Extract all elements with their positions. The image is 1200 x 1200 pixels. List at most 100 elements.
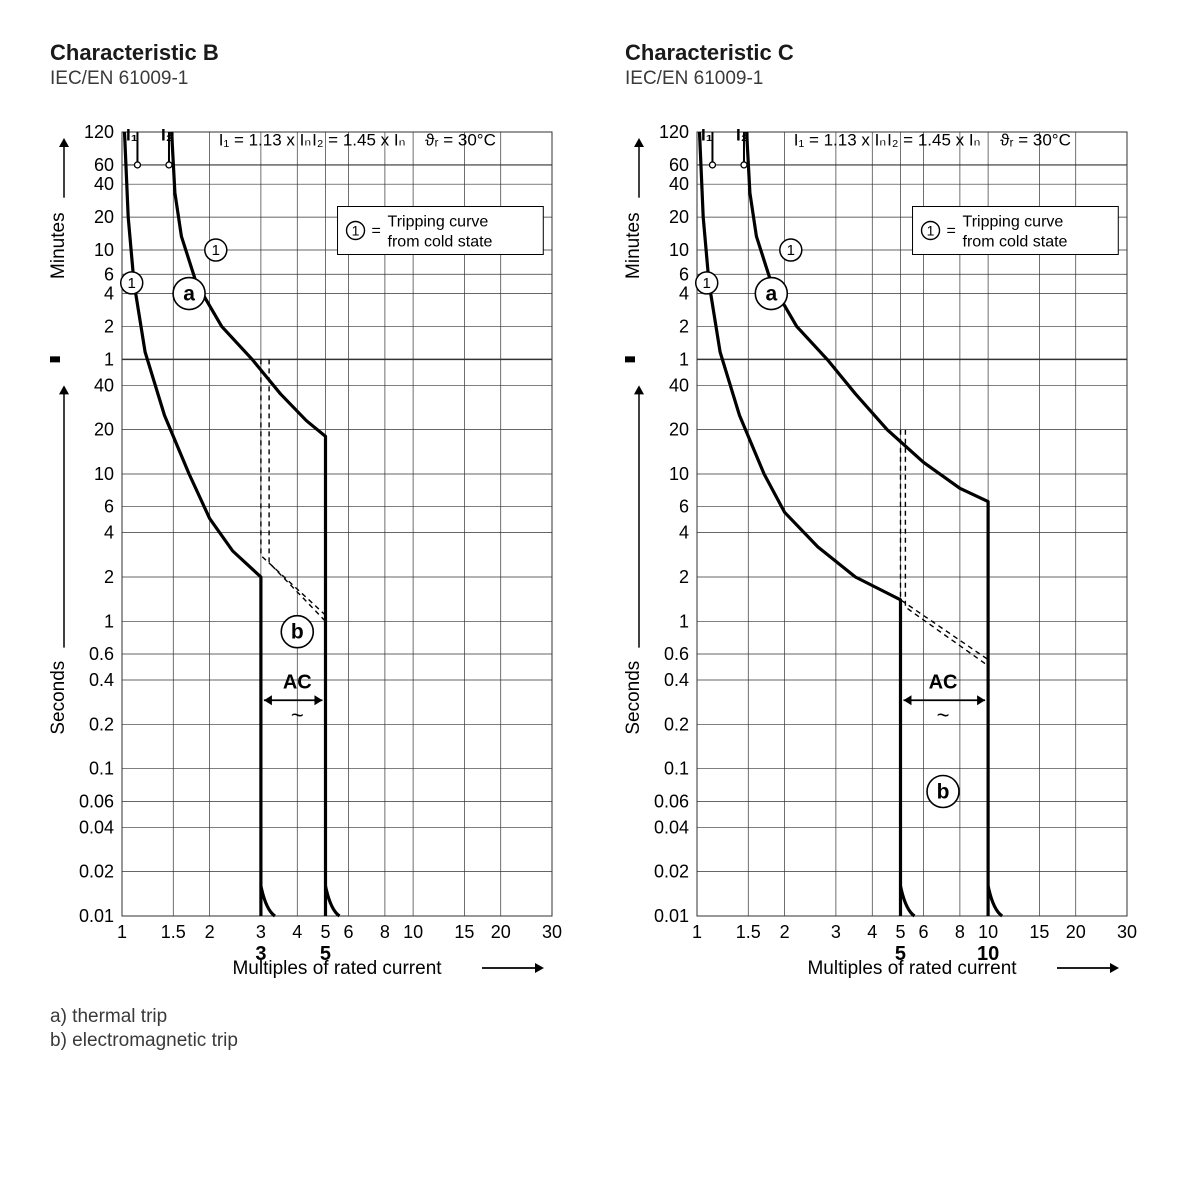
chart-standard: IEC/EN 61009-1 — [625, 68, 1160, 90]
svg-text:5: 5 — [895, 922, 905, 942]
svg-text:3: 3 — [831, 922, 841, 942]
svg-text:ϑᵣ = 30°C: ϑᵣ = 30°C — [1000, 130, 1071, 149]
svg-text:0.06: 0.06 — [79, 791, 114, 811]
svg-text:AC: AC — [283, 671, 312, 693]
svg-text:40: 40 — [669, 375, 689, 395]
svg-text:I₂ = 1.45 x Iₙ: I₂ = 1.45 x Iₙ — [887, 130, 980, 149]
footer-b: b) electromagnetic trip — [50, 1030, 1160, 1052]
svg-text:Tripping curve: Tripping curve — [388, 213, 489, 230]
svg-text:0.01: 0.01 — [654, 906, 689, 926]
svg-text:0.06: 0.06 — [654, 791, 689, 811]
svg-text:120: 120 — [659, 122, 689, 142]
svg-text:Seconds: Seconds — [625, 661, 644, 735]
svg-text:30: 30 — [1117, 922, 1137, 942]
svg-text:6: 6 — [919, 922, 929, 942]
svg-text:I₂ = 1.45 x Iₙ: I₂ = 1.45 x Iₙ — [312, 130, 405, 149]
svg-text:2: 2 — [104, 316, 114, 336]
svg-text:0.02: 0.02 — [79, 862, 114, 882]
svg-text:15: 15 — [1029, 922, 1049, 942]
svg-text:a: a — [183, 283, 195, 306]
svg-text:4: 4 — [104, 523, 114, 543]
svg-text:ϑᵣ = 30°C: ϑᵣ = 30°C — [425, 130, 496, 149]
svg-text:Minutes: Minutes — [50, 212, 69, 279]
svg-text:10: 10 — [94, 464, 114, 484]
svg-text:20: 20 — [94, 420, 114, 440]
svg-text:1: 1 — [352, 222, 360, 238]
svg-text:1.5: 1.5 — [736, 922, 761, 942]
svg-text:Seconds: Seconds — [50, 661, 69, 735]
svg-text:20: 20 — [1066, 922, 1086, 942]
svg-text:0.2: 0.2 — [664, 714, 689, 734]
svg-text:1: 1 — [128, 275, 136, 292]
svg-text:60: 60 — [94, 155, 114, 175]
svg-text:2: 2 — [679, 316, 689, 336]
svg-text:2: 2 — [679, 567, 689, 587]
svg-text:1: 1 — [927, 222, 935, 238]
svg-text:6: 6 — [679, 264, 689, 284]
svg-text:5: 5 — [320, 922, 330, 942]
svg-text:~: ~ — [937, 702, 950, 727]
svg-text:0.4: 0.4 — [89, 670, 114, 690]
svg-text:Minutes: Minutes — [625, 212, 644, 279]
svg-text:40: 40 — [669, 174, 689, 194]
svg-text:Multiples of rated current: Multiples of rated current — [807, 958, 1017, 979]
chart-title: Characteristic C — [625, 40, 1160, 66]
svg-text:1: 1 — [679, 611, 689, 631]
svg-text:4: 4 — [867, 922, 877, 942]
svg-text:1: 1 — [212, 242, 220, 259]
svg-text:1: 1 — [679, 349, 689, 369]
trip-curve-chart: I₁I₂I₁ = 1.13 x IₙI₂ = 1.45 x Iₙϑᵣ = 30°… — [50, 102, 570, 982]
svg-text:b: b — [291, 621, 304, 644]
svg-text:6: 6 — [104, 497, 114, 517]
svg-text:3: 3 — [256, 922, 266, 942]
svg-text:10: 10 — [94, 240, 114, 260]
svg-text:120: 120 — [84, 122, 114, 142]
svg-text:2: 2 — [104, 567, 114, 587]
svg-text:60: 60 — [669, 155, 689, 175]
svg-text:1: 1 — [104, 349, 114, 369]
svg-text:2: 2 — [780, 922, 790, 942]
svg-text:40: 40 — [94, 174, 114, 194]
svg-text:=: = — [372, 222, 381, 239]
svg-text:10: 10 — [403, 922, 423, 942]
svg-text:6: 6 — [679, 497, 689, 517]
svg-text:0.2: 0.2 — [89, 714, 114, 734]
svg-text:0.02: 0.02 — [654, 862, 689, 882]
svg-text:Multiples of rated current: Multiples of rated current — [232, 958, 442, 979]
svg-text:0.6: 0.6 — [89, 644, 114, 664]
svg-text:10: 10 — [669, 240, 689, 260]
svg-text:4: 4 — [679, 284, 689, 304]
svg-text:1: 1 — [703, 275, 711, 292]
svg-text:8: 8 — [380, 922, 390, 942]
svg-text:6: 6 — [344, 922, 354, 942]
svg-text:b: b — [937, 780, 950, 803]
svg-text:1: 1 — [692, 922, 702, 942]
svg-text:~: ~ — [291, 702, 304, 727]
svg-text:Tripping curve: Tripping curve — [963, 213, 1064, 230]
svg-text:a: a — [765, 283, 777, 306]
svg-text:20: 20 — [491, 922, 511, 942]
svg-text:0.04: 0.04 — [654, 817, 689, 837]
svg-text:20: 20 — [669, 420, 689, 440]
svg-text:1: 1 — [104, 611, 114, 631]
svg-text:I₁ = 1.13 x Iₙ: I₁ = 1.13 x Iₙ — [219, 130, 311, 149]
svg-text:20: 20 — [669, 207, 689, 227]
trip-curve-chart: I₁I₂I₁ = 1.13 x IₙI₂ = 1.45 x Iₙϑᵣ = 30°… — [625, 102, 1145, 982]
svg-text:I₁: I₁ — [701, 125, 713, 144]
svg-text:6: 6 — [104, 264, 114, 284]
svg-text:40: 40 — [94, 375, 114, 395]
footer-a: a) thermal trip — [50, 1006, 1160, 1028]
svg-text:8: 8 — [955, 922, 965, 942]
chart-block: Characteristic CIEC/EN 61009-1I₁I₂I₁ = 1… — [625, 40, 1160, 982]
svg-text:AC: AC — [929, 671, 958, 693]
chart-title: Characteristic B — [50, 40, 585, 66]
svg-text:20: 20 — [94, 207, 114, 227]
chart-block: Characteristic BIEC/EN 61009-1I₁I₂I₁ = 1… — [50, 40, 585, 982]
svg-text:1: 1 — [787, 242, 795, 259]
svg-text:from cold state: from cold state — [963, 233, 1068, 250]
svg-text:0.1: 0.1 — [89, 759, 114, 779]
svg-text:15: 15 — [454, 922, 474, 942]
svg-text:4: 4 — [679, 523, 689, 543]
svg-text:10: 10 — [669, 464, 689, 484]
svg-text:1.5: 1.5 — [161, 922, 186, 942]
